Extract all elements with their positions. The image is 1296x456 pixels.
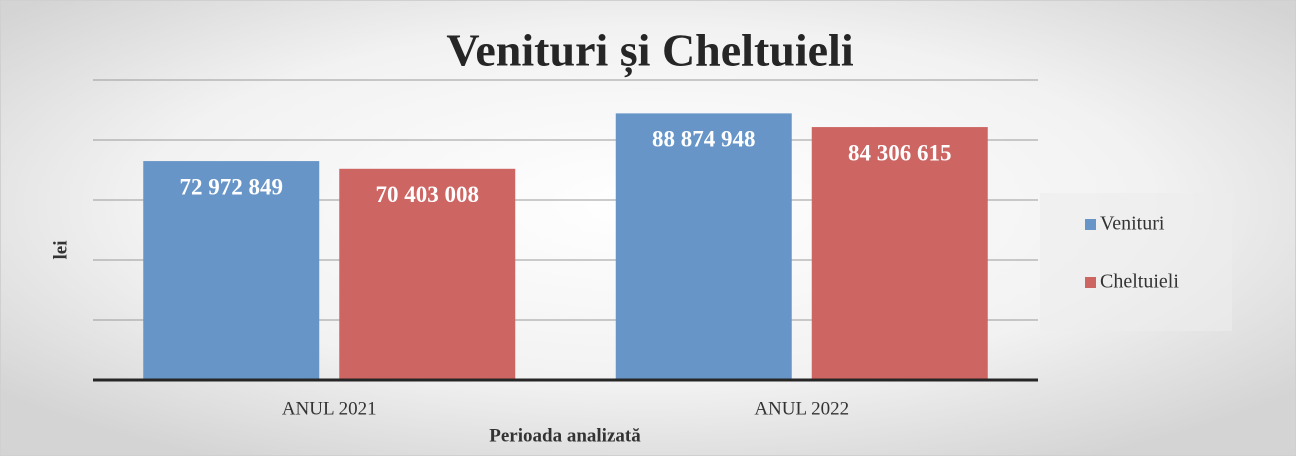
data-label: 70 403 008 [376, 182, 480, 207]
chart-title: Venituri și Cheltuieli [446, 25, 853, 78]
x-tick-label: ANUL 2022 [754, 398, 849, 419]
legend-box [1040, 193, 1232, 331]
x-axis-title: Perioada analizată [489, 425, 641, 446]
bar [143, 161, 320, 380]
legend-swatch [1085, 277, 1096, 288]
bar [339, 168, 516, 380]
bar [811, 127, 988, 380]
y-axis-title: lei [50, 241, 71, 260]
legend-swatch [1085, 219, 1096, 230]
legend-label: Cheltuieli [1100, 271, 1179, 293]
bar [615, 113, 792, 380]
data-label: 72 972 849 [180, 174, 284, 199]
data-label: 88 874 948 [652, 127, 756, 152]
data-label: 84 306 615 [848, 140, 952, 165]
x-tick-label: ANUL 2021 [282, 398, 377, 419]
legend-label: Venituri [1100, 213, 1165, 235]
